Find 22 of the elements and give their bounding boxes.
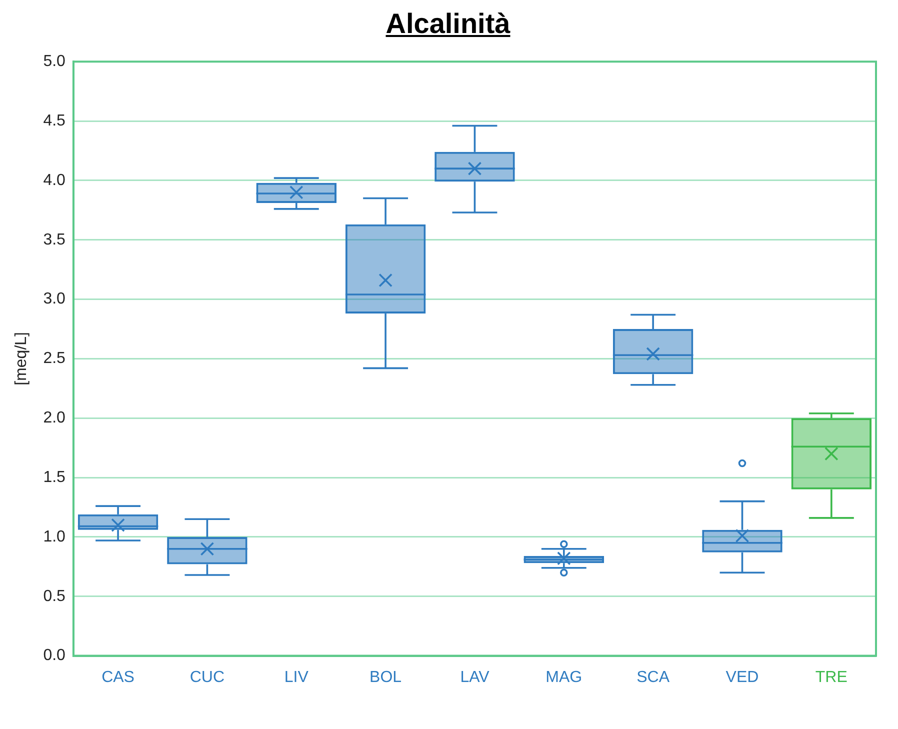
y-tick-label: 0.0: [43, 647, 66, 664]
x-tick-label: LAV: [460, 668, 490, 686]
x-tick-label: BOL: [370, 668, 402, 686]
y-tick-label: 0.5: [43, 588, 66, 605]
y-tick-label: 4.0: [43, 172, 66, 189]
y-tick-label: 4.5: [43, 112, 66, 130]
x-tick-label: TRE: [815, 668, 848, 686]
y-tick-label: 1.0: [43, 528, 66, 546]
x-tick-label: LIV: [284, 668, 309, 686]
y-tick-label: 3.5: [43, 231, 66, 248]
x-tick-label: CAS: [102, 668, 134, 686]
y-tick-label: 5.0: [43, 53, 66, 70]
y-axis-title: [meq/L]: [13, 332, 30, 386]
x-tick-label: SCA: [636, 668, 670, 686]
y-tick-label: 2.0: [43, 410, 66, 427]
x-tick-label: CUC: [190, 668, 225, 686]
y-tick-label: 2.5: [43, 350, 66, 368]
x-tick-label: MAG: [546, 668, 582, 686]
y-tick-label: 3.0: [43, 290, 66, 308]
chart-title: Alcalinità: [384, 8, 512, 40]
y-tick-label: 1.5: [43, 468, 66, 486]
x-tick-label: VED: [726, 668, 759, 686]
